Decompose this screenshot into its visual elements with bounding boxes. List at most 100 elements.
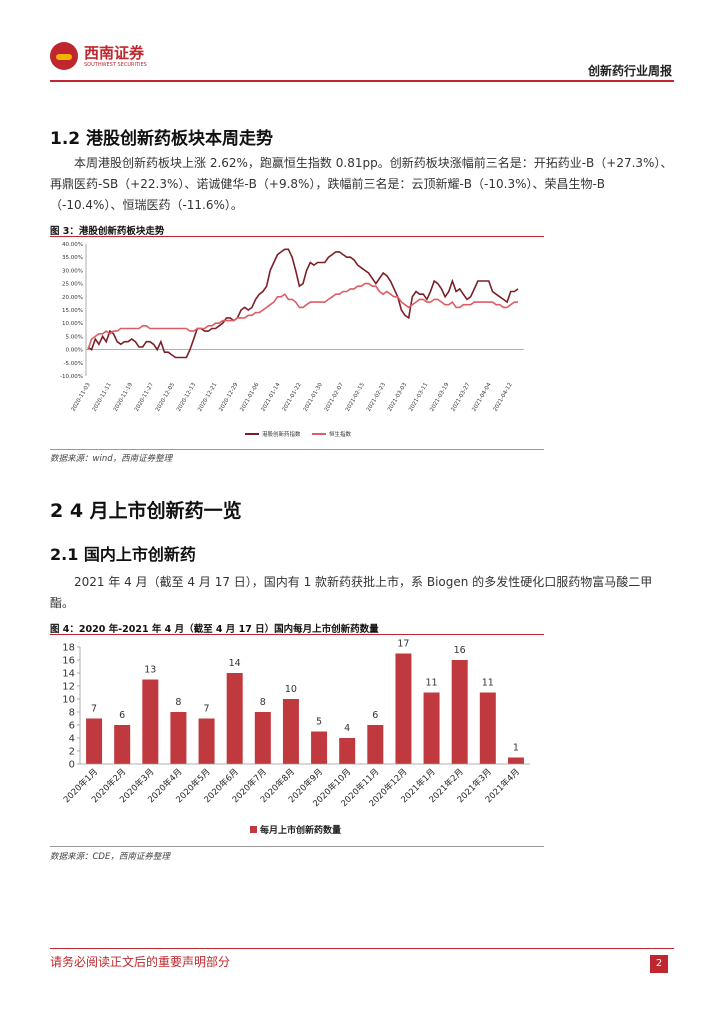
section-2-1-paragraph: 2021 年 4 月（截至 4 月 17 日），国内有 1 款新药获批上市，系 … xyxy=(50,575,653,610)
logo-mark-icon xyxy=(50,42,78,70)
bar xyxy=(114,725,131,764)
figure4-title: 图 4：2020 年-2021 年 4 月（截至 4 月 17 日）国内每月上市… xyxy=(50,624,379,635)
bar xyxy=(507,757,524,764)
x-tick-label: 2020-12-05 xyxy=(155,382,176,413)
logo-text: 西南证券 xyxy=(84,44,145,62)
bar xyxy=(142,679,159,764)
legend-label-1: 港股创新药指数 xyxy=(262,430,301,438)
bar-value-label: 8 xyxy=(260,697,266,708)
x-tick-label: 2020-11-03 xyxy=(71,382,92,413)
bar xyxy=(451,660,468,764)
logo-subtext: SOUTHWEST SECURITIES xyxy=(84,62,147,68)
x-tick-label: 2020-12-13 xyxy=(176,382,197,413)
y-tick-label: 5.00% xyxy=(66,334,83,340)
y-tick-label: -5.00% xyxy=(64,361,83,367)
company-logo: 西南证券 SOUTHWEST SECURITIES xyxy=(50,40,170,74)
figure3-title: 图 3：港股创新药板块走势 xyxy=(50,226,165,237)
series-line-2 xyxy=(87,282,518,350)
section-heading-2: 2 4 月上市创新药一览 xyxy=(50,500,242,522)
y-tick-label: -10.00% xyxy=(60,374,83,380)
x-tick-label: 2021-03-03 xyxy=(387,382,408,413)
bar-value-label: 8 xyxy=(175,697,181,708)
section-heading-2-1: 2.1 国内上市创新药 xyxy=(50,545,196,564)
bar-value-label: 10 xyxy=(285,684,297,695)
x-tick-label: 2021-01-14 xyxy=(260,382,281,413)
x-tick-label: 2021-04-12 xyxy=(493,382,514,413)
bar xyxy=(367,725,384,764)
bar xyxy=(282,699,299,764)
page-number: 2 xyxy=(650,955,668,973)
report-title: 创新药行业周报 xyxy=(587,64,672,78)
x-tick-label: 2021-03-27 xyxy=(450,382,471,413)
bar xyxy=(311,731,328,764)
x-tick-label: 2021-02-23 xyxy=(366,382,387,413)
figure3-bottom-rule xyxy=(50,449,544,450)
x-tick-label: 2021-04-04 xyxy=(471,382,492,413)
bar-value-label: 6 xyxy=(372,710,378,721)
y-tick-label: 8 xyxy=(69,708,75,719)
x-tick-label: 2021-02-07 xyxy=(324,382,345,413)
y-tick-label: 35.00% xyxy=(62,255,83,261)
footer-disclaimer: 请务必阅读正文后的重要声明部分 xyxy=(50,955,231,969)
bar xyxy=(86,718,103,764)
bar-value-label: 7 xyxy=(204,704,210,715)
x-tick-label: 2021-03-11 xyxy=(408,382,429,413)
figure3-source: 数据来源：wind，西南证券整理 xyxy=(50,454,173,464)
legend-label: 每月上市创新药数量 xyxy=(260,824,341,836)
x-tick-label: 2020-12-29 xyxy=(218,382,239,413)
x-tick-label: 2020-12-21 xyxy=(197,382,218,413)
bar-value-label: 11 xyxy=(482,678,494,689)
footer-divider xyxy=(50,948,674,949)
y-tick-label: 10 xyxy=(62,695,75,706)
bar-value-label: 16 xyxy=(454,645,466,656)
bar xyxy=(170,712,187,764)
bar-value-label: 11 xyxy=(426,678,438,689)
bar-value-label: 1 xyxy=(513,743,519,754)
bar-value-label: 7 xyxy=(91,704,97,715)
bar xyxy=(198,718,215,764)
figure3-top-rule xyxy=(50,236,544,237)
x-tick-label: 2021-01-22 xyxy=(282,382,303,413)
x-tick-label: 2020-11-19 xyxy=(113,382,134,413)
section-1-2-paragraph: 本周港股创新药板块上涨 2.62%，跑赢恒生指数 0.81pp。创新药板块涨幅前… xyxy=(50,156,673,212)
y-tick-label: 4 xyxy=(69,734,75,745)
y-tick-label: 2 xyxy=(69,747,75,758)
y-tick-label: 20.00% xyxy=(62,295,83,301)
y-tick-label: 15.00% xyxy=(62,308,83,314)
y-tick-label: 10.00% xyxy=(62,321,83,327)
y-tick-label: 14 xyxy=(62,669,75,680)
y-tick-label: 40.00% xyxy=(62,242,83,248)
bar xyxy=(423,692,440,764)
series-line-1 xyxy=(87,248,519,359)
y-tick-label: 25.00% xyxy=(62,282,83,288)
y-tick-label: 30.00% xyxy=(62,268,83,274)
x-tick-label: 2021-01-30 xyxy=(303,382,324,413)
legend-swatch xyxy=(250,826,257,833)
bar-value-label: 13 xyxy=(144,665,156,676)
bar xyxy=(254,712,271,764)
x-tick-label: 2020-11-11 xyxy=(92,382,113,413)
bar xyxy=(479,692,496,764)
bar-value-label: 14 xyxy=(229,658,241,669)
header-divider xyxy=(50,80,674,82)
y-tick-label: 12 xyxy=(62,682,75,693)
x-tick-label: 2021-03-19 xyxy=(429,382,450,413)
bar xyxy=(395,653,412,764)
bar-value-label: 5 xyxy=(316,717,322,728)
x-tick-label: 2021-02-15 xyxy=(345,382,366,413)
bar-value-label: 17 xyxy=(397,639,409,650)
y-tick-label: 0.00% xyxy=(66,348,83,354)
legend-label-2: 恒生指数 xyxy=(329,430,352,438)
y-tick-label: 18 xyxy=(62,643,75,654)
line-chart: 40.00% 35.00% 30.00% 25.00% 20.00% 15.00% 10.0… xyxy=(60,242,524,438)
x-tick-label: 2021-01-06 xyxy=(239,382,260,413)
figure4-source: 数据来源：CDE，西南证券整理 xyxy=(50,852,170,862)
bar-value-label: 4 xyxy=(344,723,350,734)
bar xyxy=(339,738,356,764)
bar-value-label: 6 xyxy=(119,710,125,721)
bar xyxy=(226,673,243,764)
section-heading-1-2: 1.2 港股创新药板块本周走势 xyxy=(50,129,274,149)
y-tick-label: 0 xyxy=(69,760,75,771)
figure4-top-rule xyxy=(50,634,544,635)
